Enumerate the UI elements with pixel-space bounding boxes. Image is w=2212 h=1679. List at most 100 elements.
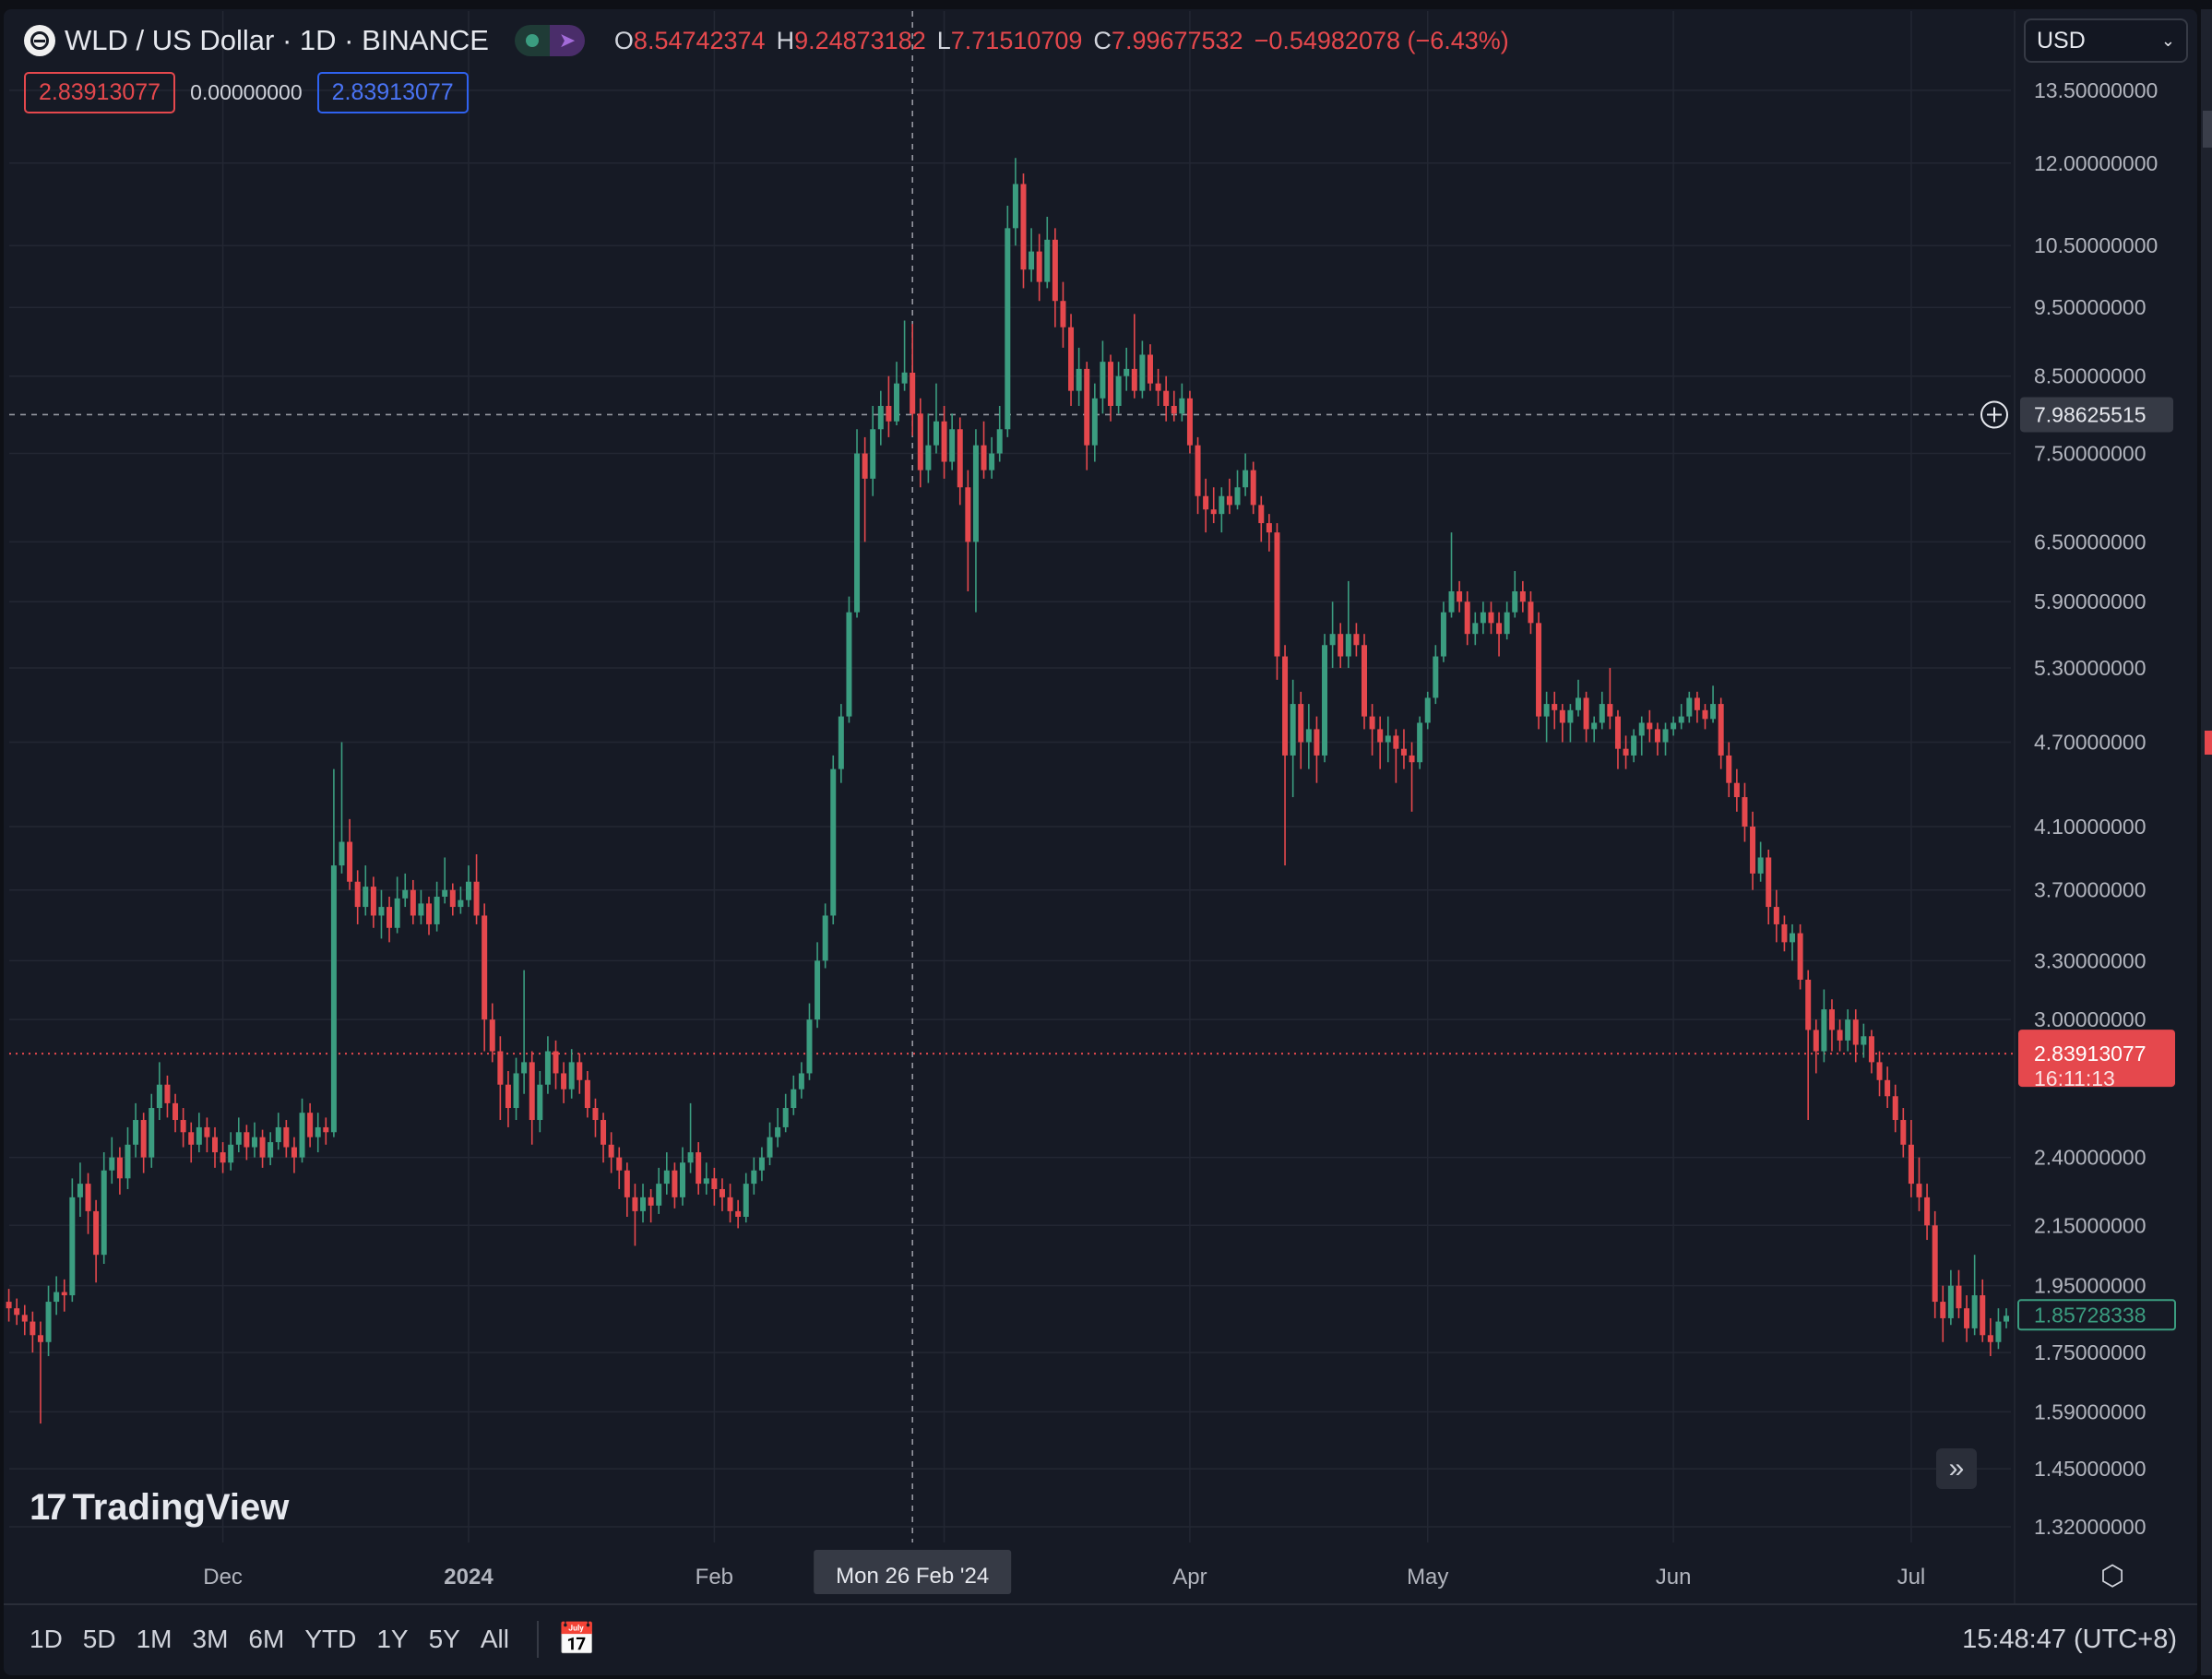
candle[interactable] [307, 1102, 314, 1148]
candle[interactable] [1385, 716, 1391, 763]
candle[interactable] [1282, 645, 1289, 866]
candle[interactable] [1852, 1009, 1859, 1063]
candle[interactable] [1163, 375, 1170, 422]
candle[interactable] [1091, 383, 1098, 462]
candle[interactable] [711, 1167, 718, 1206]
candle[interactable] [410, 879, 416, 924]
candle[interactable] [54, 1276, 60, 1316]
candle[interactable] [917, 398, 923, 488]
candle[interactable] [1440, 601, 1446, 662]
range-5y[interactable]: 5Y [428, 1625, 460, 1653]
candle[interactable] [1448, 532, 1455, 618]
candle[interactable] [822, 903, 828, 969]
candle[interactable] [116, 1147, 123, 1195]
candle[interactable] [291, 1137, 297, 1173]
candle[interactable] [1900, 1108, 1907, 1158]
candle[interactable] [1417, 716, 1423, 769]
candle[interactable] [1250, 461, 1256, 515]
candle[interactable] [394, 876, 400, 934]
candle[interactable] [791, 1075, 797, 1115]
candle[interactable] [513, 1057, 519, 1121]
candle[interactable] [1219, 487, 1225, 533]
candle[interactable] [1457, 580, 1463, 613]
candle[interactable] [497, 1036, 504, 1121]
candle[interactable] [1186, 390, 1193, 454]
candle[interactable] [798, 1062, 804, 1099]
candle[interactable] [1084, 362, 1090, 470]
candle[interactable] [877, 390, 884, 446]
currency-select[interactable]: USD ⌄ [2024, 18, 2188, 63]
candle[interactable] [482, 903, 488, 1052]
candle[interactable] [69, 1178, 76, 1303]
candle[interactable] [894, 362, 900, 425]
candle[interactable] [1290, 679, 1296, 798]
candle[interactable] [767, 1122, 773, 1166]
candle[interactable] [1742, 782, 1748, 842]
candle[interactable] [1614, 709, 1621, 769]
symbol-title[interactable]: WLD / US Dollar · 1D · BINANCE [65, 24, 489, 56]
candle[interactable] [1203, 478, 1209, 533]
candle[interactable] [782, 1093, 789, 1133]
candle[interactable] [1377, 716, 1384, 769]
candle[interactable] [1892, 1084, 1898, 1133]
candle[interactable] [656, 1167, 662, 1214]
candle[interactable] [37, 1321, 43, 1424]
candle[interactable] [1519, 580, 1526, 613]
candle[interactable] [299, 1098, 305, 1163]
candle[interactable] [85, 1173, 91, 1234]
right-sidebar-strip[interactable] [2201, 9, 2212, 1675]
candle[interactable] [815, 942, 821, 1029]
candle[interactable] [1980, 1279, 1986, 1342]
candle[interactable] [1314, 716, 1320, 783]
candle[interactable] [1805, 970, 1812, 1121]
candle[interactable] [1472, 612, 1479, 646]
candle[interactable] [1361, 634, 1367, 730]
candle[interactable] [592, 1098, 599, 1137]
candle[interactable] [1115, 362, 1122, 414]
candle[interactable] [1338, 623, 1344, 669]
candle[interactable] [1274, 523, 1280, 680]
candle[interactable] [1908, 1120, 1914, 1197]
candle[interactable] [544, 1036, 551, 1094]
candle[interactable] [1631, 729, 1637, 763]
candle[interactable] [188, 1122, 195, 1163]
candle[interactable] [1733, 768, 1740, 812]
candle[interactable] [679, 1147, 685, 1206]
candle[interactable] [1131, 314, 1137, 399]
candle[interactable] [1861, 1023, 1867, 1058]
candle[interactable] [1155, 368, 1161, 406]
candle[interactable] [933, 383, 939, 454]
candle[interactable] [378, 889, 385, 939]
candle[interactable] [561, 1062, 567, 1103]
candle[interactable] [426, 897, 433, 935]
candle[interactable] [140, 1113, 147, 1173]
candle[interactable] [330, 768, 337, 1137]
candle[interactable] [156, 1062, 162, 1121]
candle[interactable] [1876, 1051, 1883, 1097]
candle[interactable] [1005, 205, 1011, 437]
candle[interactable] [1322, 634, 1328, 763]
candle[interactable] [616, 1147, 623, 1189]
candle[interactable] [61, 1279, 67, 1312]
candle[interactable] [806, 1003, 813, 1080]
candle[interactable] [101, 1152, 107, 1265]
candle[interactable] [577, 1053, 583, 1094]
candle[interactable] [133, 1102, 139, 1158]
candle[interactable] [1496, 612, 1503, 657]
candle[interactable] [1813, 1019, 1819, 1074]
candle[interactable] [387, 897, 393, 943]
candle[interactable] [1987, 1317, 1993, 1356]
candle[interactable] [77, 1162, 83, 1218]
candle[interactable] [775, 1108, 781, 1148]
candle[interactable] [1060, 281, 1066, 348]
candle[interactable] [315, 1113, 321, 1153]
candle[interactable] [1266, 514, 1272, 552]
candle[interactable] [1147, 344, 1153, 391]
candle[interactable] [1504, 601, 1510, 640]
candle[interactable] [1243, 453, 1249, 496]
candle[interactable] [957, 417, 963, 506]
candle[interactable] [1607, 668, 1613, 730]
candle[interactable] [949, 413, 956, 470]
candle[interactable] [972, 429, 979, 613]
